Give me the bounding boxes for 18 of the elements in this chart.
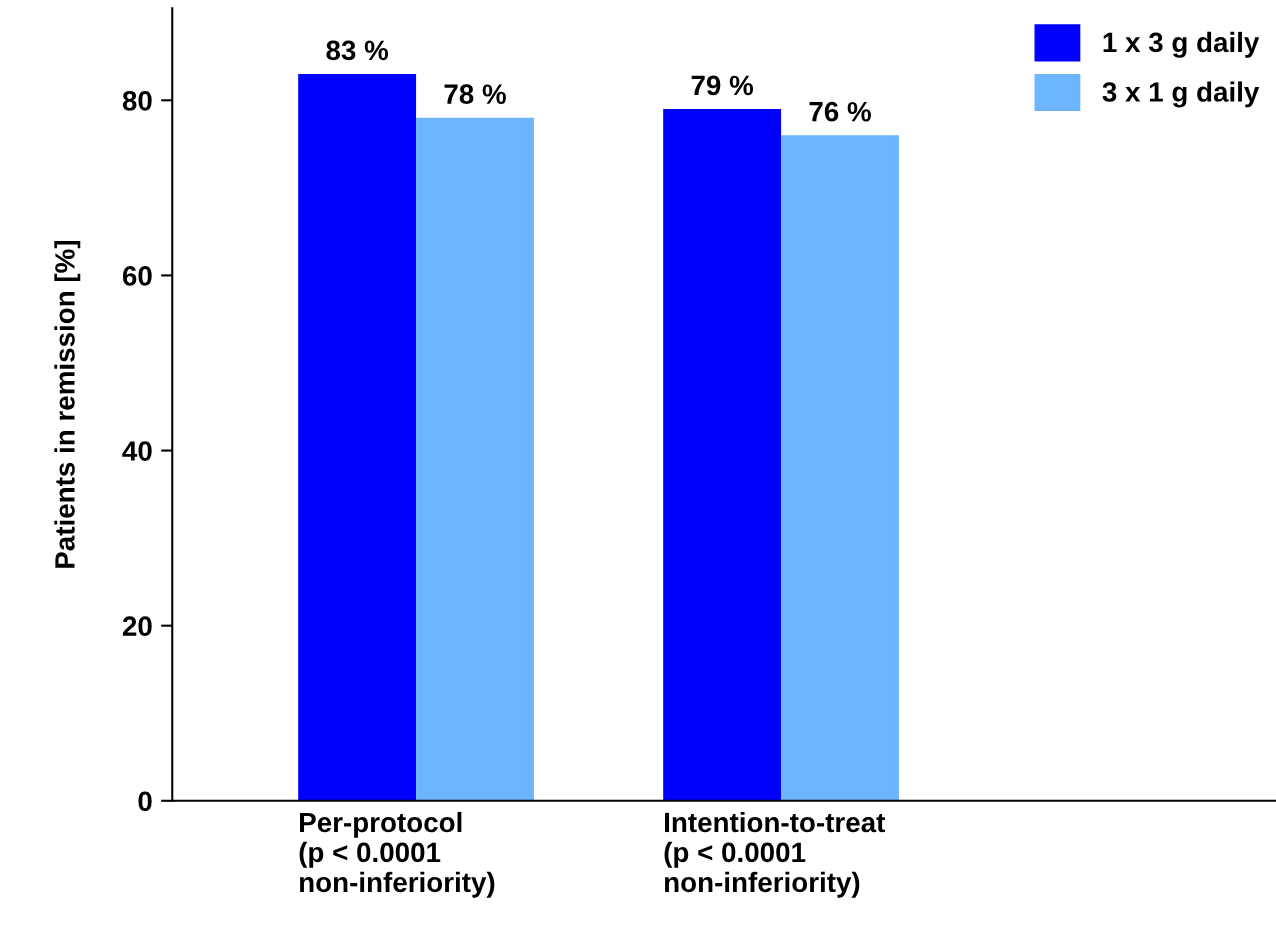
y-tick-label: 20 — [122, 616, 152, 637]
x-tick-label: Per-protocol (p < 0.0001 non-inferiority) — [299, 811, 495, 898]
legend-label: 3 x 1 g daily — [1102, 81, 1260, 108]
legend-label: 1 x 3 g daily — [1103, 31, 1260, 58]
y-tick-label: 40 — [122, 441, 152, 461]
data-label: 79 % — [691, 75, 754, 96]
x-tick-label: Intention-to-treat (p < 0.0001 non-inferiority) — [664, 811, 886, 898]
bar — [781, 135, 899, 801]
data-label: 78 % — [444, 84, 506, 104]
y-tick-label: 0 — [138, 791, 152, 812]
bar — [663, 109, 782, 801]
y-tick-label: 80 — [122, 90, 152, 111]
y-tick-label: 60 — [122, 266, 152, 286]
data-label: 83 % — [326, 40, 389, 61]
y-axis-title: Patients in remission [%] — [54, 240, 81, 568]
bar — [298, 74, 417, 801]
bar — [416, 117, 534, 801]
data-label: 76 % — [809, 101, 871, 122]
